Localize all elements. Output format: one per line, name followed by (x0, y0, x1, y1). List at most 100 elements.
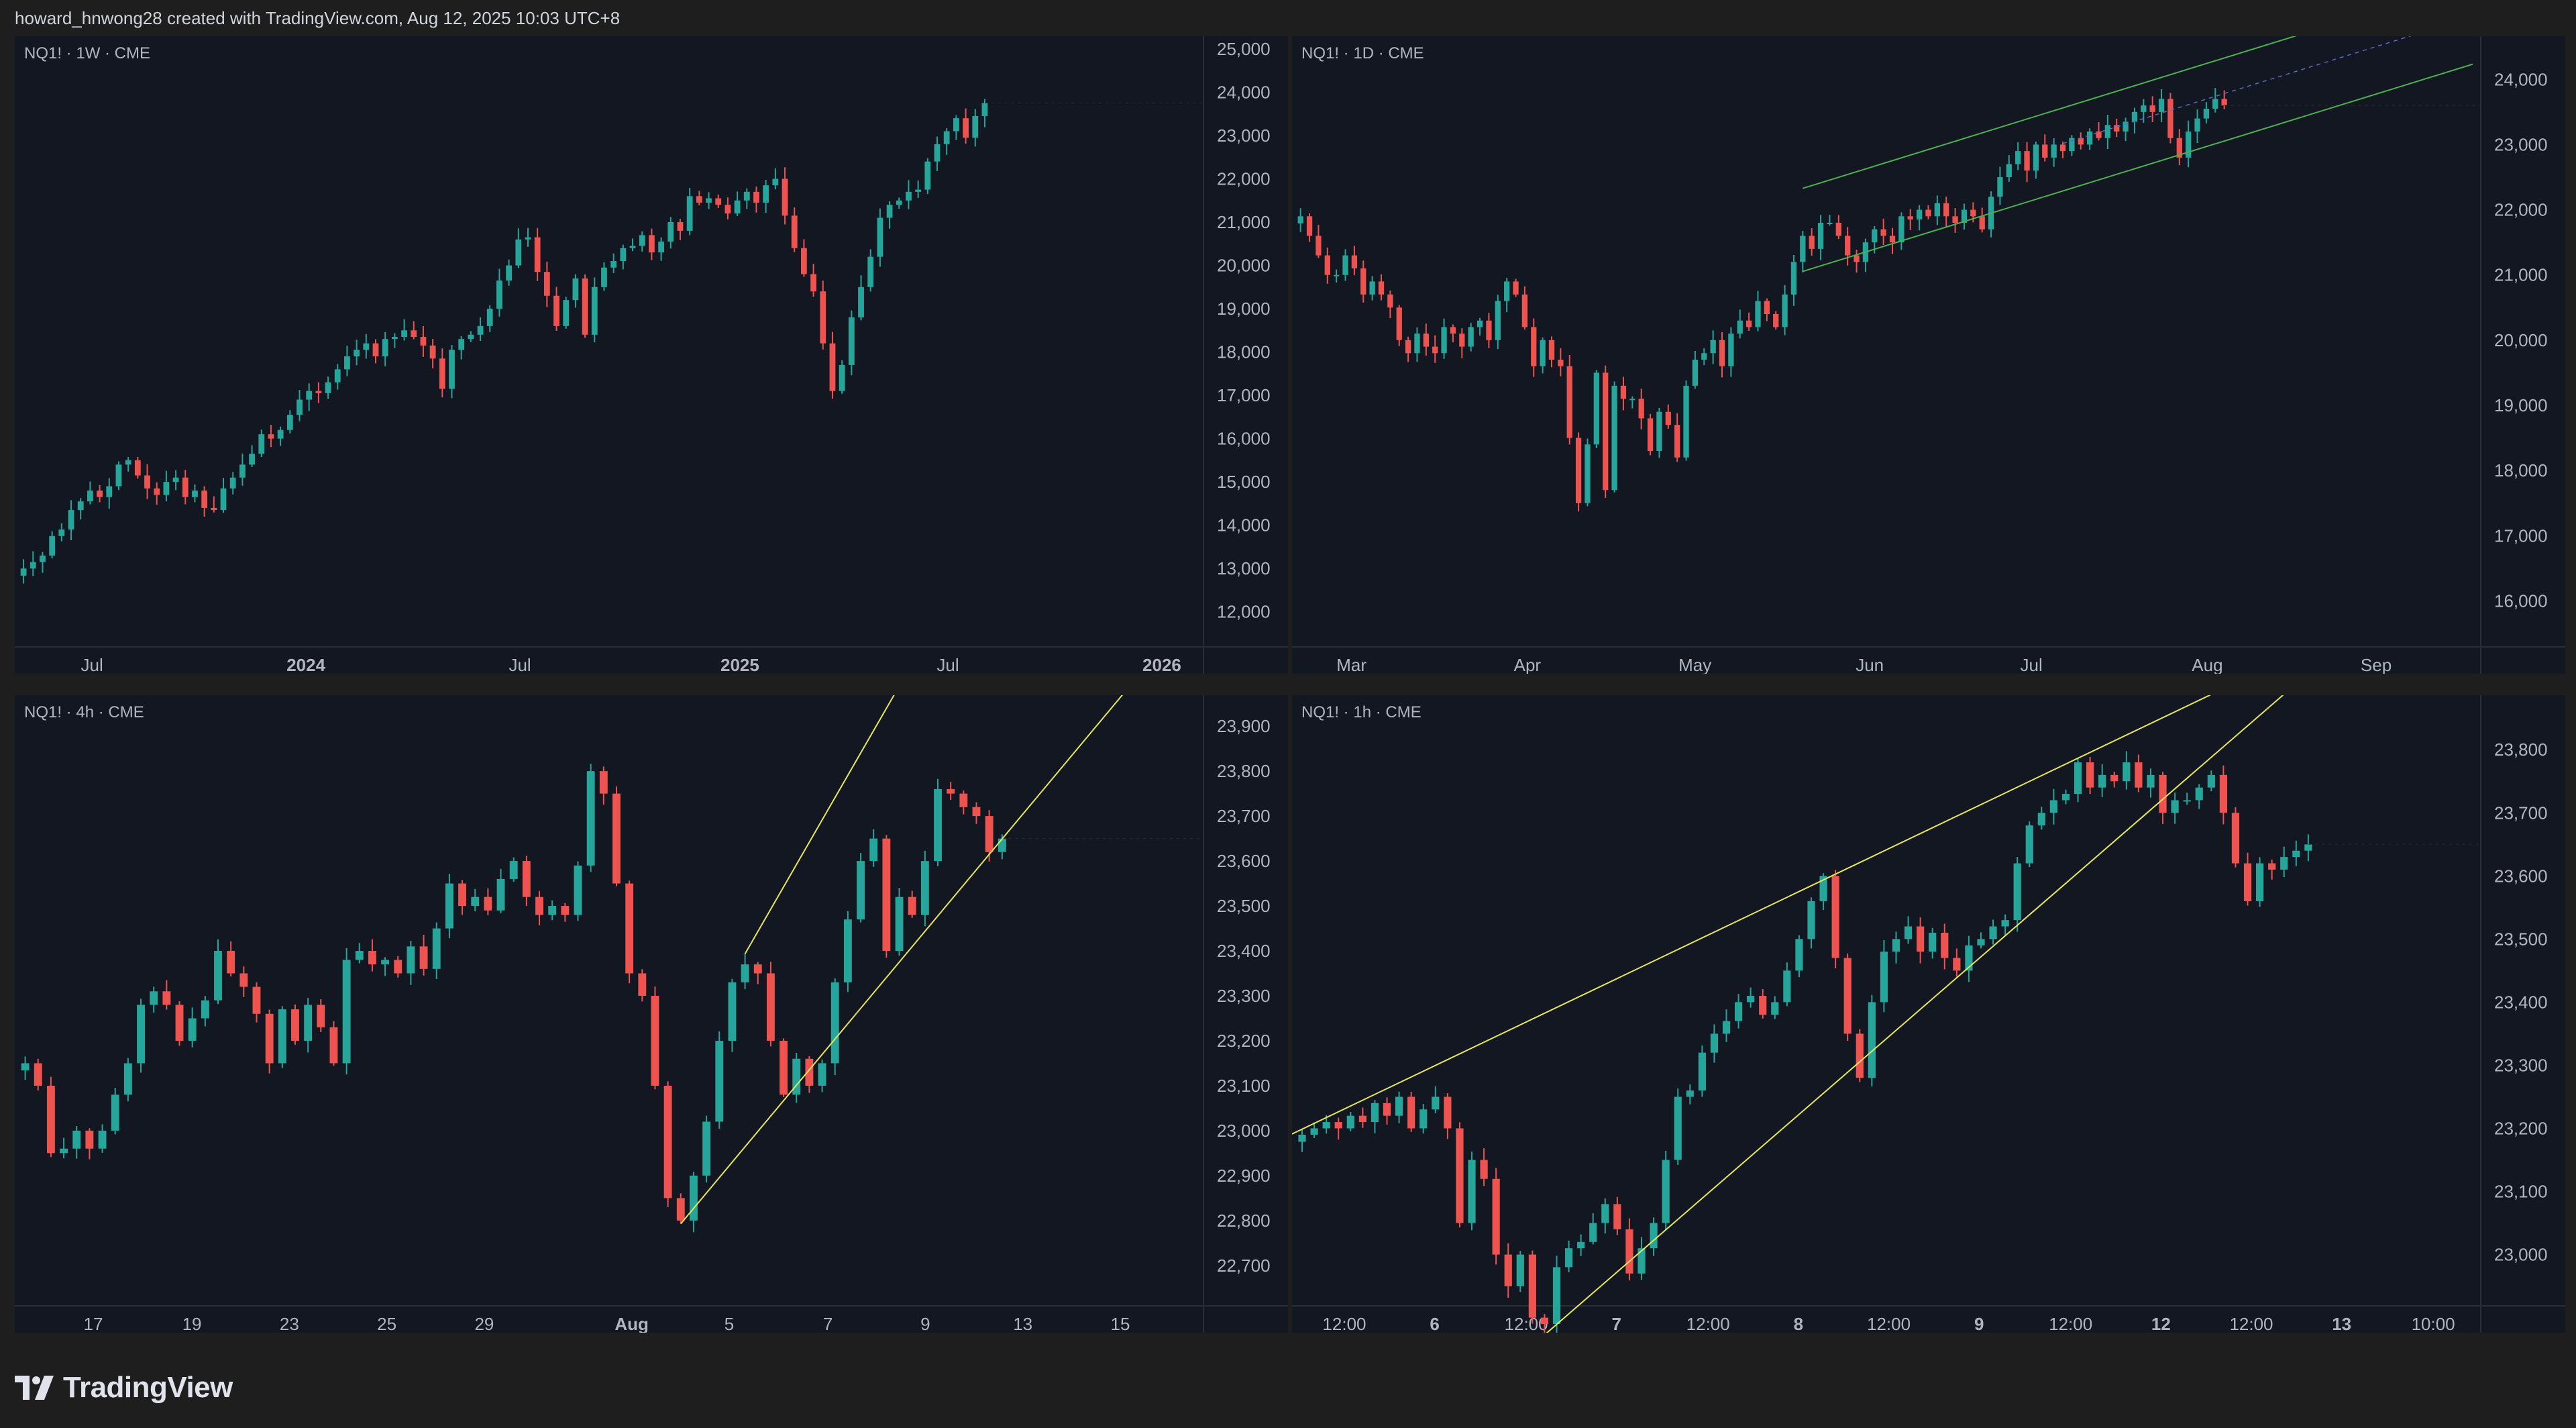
candle[interactable] (1297, 208, 1303, 232)
candle[interactable] (1710, 330, 1716, 364)
candle[interactable] (2096, 122, 2102, 141)
candle[interactable] (239, 966, 248, 997)
candle[interactable] (1468, 323, 1474, 352)
candle[interactable] (277, 426, 284, 446)
candle[interactable] (429, 339, 436, 368)
candle[interactable] (1701, 348, 1707, 366)
candle[interactable] (1593, 370, 1599, 448)
candle[interactable] (1854, 250, 1860, 273)
candle[interactable] (87, 481, 93, 505)
candle[interactable] (2049, 788, 2058, 825)
candle[interactable] (2037, 807, 2045, 830)
candle[interactable] (1558, 348, 1564, 376)
candle[interactable] (278, 1006, 286, 1068)
candle[interactable] (766, 962, 775, 1047)
candle[interactable] (477, 317, 484, 342)
candle[interactable] (848, 310, 855, 376)
candle[interactable] (509, 857, 518, 882)
candle[interactable] (1324, 247, 1330, 284)
channel-upper-line[interactable] (1803, 36, 2473, 189)
candle[interactable] (2098, 764, 2106, 798)
candle[interactable] (1719, 332, 1725, 378)
candle[interactable] (1692, 350, 1699, 389)
candle[interactable] (553, 287, 559, 331)
candle[interactable] (363, 334, 370, 359)
candle[interactable] (1432, 335, 1438, 363)
candle[interactable] (780, 1038, 788, 1098)
candle[interactable] (934, 136, 941, 171)
candle[interactable] (1734, 994, 1743, 1029)
candle[interactable] (857, 853, 865, 923)
candle[interactable] (1710, 1024, 1719, 1063)
candle[interactable] (959, 790, 968, 815)
candle[interactable] (368, 939, 376, 972)
candle[interactable] (1468, 1152, 1476, 1231)
candle[interactable] (40, 552, 46, 573)
candle[interactable] (2194, 109, 2200, 144)
candle[interactable] (2149, 96, 2155, 123)
candle[interactable] (734, 191, 741, 216)
candle[interactable] (2203, 102, 2210, 123)
candle[interactable] (1383, 1097, 1391, 1125)
candle[interactable] (137, 999, 145, 1073)
candle[interactable] (1450, 324, 1456, 343)
candle[interactable] (829, 332, 836, 399)
candle[interactable] (220, 478, 227, 513)
weekly-chart-svg[interactable]: 25,000 24,000 23,000 22,000 21,000 20,000 19,0… (15, 36, 1288, 674)
candle[interactable] (2123, 751, 2131, 790)
candle[interactable] (1351, 246, 1358, 276)
candle[interactable] (1759, 988, 1767, 1019)
candle[interactable] (1486, 313, 1492, 348)
candle[interactable] (419, 934, 428, 976)
candle[interactable] (690, 1172, 698, 1233)
candle[interactable] (2104, 114, 2111, 150)
candle[interactable] (325, 376, 331, 399)
candle[interactable] (2078, 132, 2084, 150)
candle[interactable] (877, 208, 883, 267)
candle[interactable] (2221, 90, 2227, 109)
candle[interactable] (420, 326, 427, 357)
candle[interactable] (620, 244, 627, 270)
candle[interactable] (563, 297, 570, 329)
candle[interactable] (728, 978, 737, 1052)
candle[interactable] (154, 482, 160, 505)
candle[interactable] (249, 445, 255, 468)
candle[interactable] (1953, 948, 1961, 977)
candle[interactable] (920, 850, 929, 927)
candle[interactable] (68, 500, 74, 541)
candle[interactable] (1728, 327, 1734, 377)
candle[interactable] (1941, 923, 1949, 970)
candle[interactable] (1342, 249, 1348, 281)
candle[interactable] (2231, 807, 2240, 868)
candle[interactable] (867, 249, 874, 292)
candle[interactable] (610, 253, 617, 273)
candle[interactable] (1764, 298, 1770, 321)
candle[interactable] (649, 228, 655, 260)
candle[interactable] (1419, 1104, 1428, 1134)
candle[interactable] (394, 956, 402, 978)
candle[interactable] (355, 943, 364, 964)
candle[interactable] (886, 201, 893, 229)
candle[interactable] (869, 829, 878, 867)
candle[interactable] (943, 128, 950, 155)
candle[interactable] (612, 786, 621, 886)
candle[interactable] (2051, 138, 2057, 167)
candle[interactable] (1310, 1122, 1318, 1138)
candle[interactable] (629, 238, 636, 252)
candle[interactable] (561, 903, 570, 922)
candle[interactable] (753, 962, 762, 984)
tradingview-logo[interactable]: TradingView (15, 1371, 233, 1404)
candle[interactable] (1540, 1314, 1549, 1333)
candle[interactable] (58, 523, 65, 542)
candle[interactable] (2158, 89, 2165, 123)
candle[interactable] (1916, 205, 1923, 231)
candle[interactable] (1989, 919, 1997, 945)
candle[interactable] (638, 969, 647, 1002)
candle[interactable] (706, 192, 712, 209)
trendline-support[interactable] (680, 695, 1144, 1225)
candle[interactable] (1747, 987, 1755, 1008)
candle[interactable] (515, 228, 522, 268)
candle[interactable] (2195, 784, 2203, 809)
candle[interactable] (372, 339, 379, 364)
candle[interactable] (715, 1031, 724, 1129)
